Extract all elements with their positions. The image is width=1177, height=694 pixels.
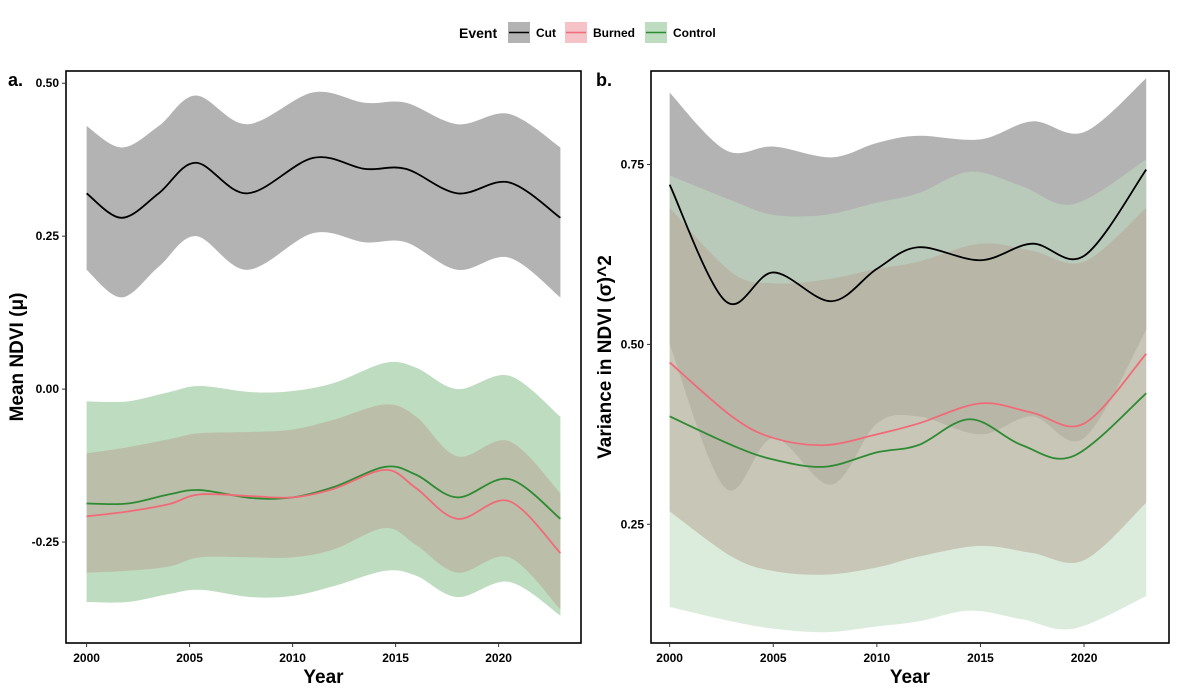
panel-b-variance-ndvi: b. 2000 2005 2010 2015 2020 0.75 0.50 0.25 Year V… [595, 70, 1170, 688]
mean-line-cut [86, 156, 561, 219]
x-tick-label: 2015 [382, 651, 409, 665]
legend: Event Cut Burned Control [459, 22, 716, 43]
panel-frame [65, 70, 582, 644]
y-tick-label: 0.75 [621, 158, 645, 172]
y-tick-label: 0.50 [36, 76, 60, 90]
panel-label-a: a. [8, 70, 23, 90]
mean-line-control [669, 392, 1147, 468]
legend-item-cut: Cut [508, 22, 556, 43]
x-tick-label: 2005 [176, 651, 203, 665]
x-tick-label: 2000 [73, 651, 100, 665]
mean-line-burned [86, 468, 562, 554]
x-tick-label: 2020 [1071, 651, 1098, 665]
y-tick-label: 0.25 [36, 229, 60, 243]
legend-label-cut: Cut [536, 26, 556, 40]
mean-line-burned [669, 353, 1147, 447]
x-tick-label: 2005 [760, 651, 787, 665]
legend-item-burned: Burned [565, 22, 635, 43]
y-tick-label: 0.00 [36, 382, 60, 396]
legend-label-control: Control [673, 26, 716, 40]
legend-item-control: Control [645, 22, 716, 43]
panel-frame [650, 70, 1170, 644]
legend-label-burned: Burned [593, 26, 635, 40]
legend-title: Event [459, 25, 497, 41]
x-tick-label: 2010 [279, 651, 306, 665]
x-axis-title: Year [303, 667, 344, 688]
panel-a-mean-ndvi: a. 2000 2005 2010 2015 2020 0.50 0.25 0.00 -0.25… [7, 70, 582, 688]
y-axis-title: Mean NDVI (μ) [7, 293, 28, 422]
y-tick-label: -0.25 [32, 535, 60, 549]
plot-area [86, 91, 562, 616]
x-tick-label: 2010 [863, 651, 890, 665]
y-tick-label: 0.50 [621, 337, 645, 351]
x-tick-label: 2000 [656, 651, 683, 665]
mean-line-cut [668, 169, 1147, 305]
y-axis-title: Variance in NDVI (σ)^2 [595, 255, 616, 459]
ribbon-burned [86, 404, 561, 610]
mean-line-control [86, 465, 561, 520]
panel-label-b: b. [596, 70, 612, 90]
ribbon-cut [86, 91, 561, 298]
plot-area [668, 78, 1147, 633]
x-tick-label: 2015 [967, 651, 994, 665]
x-axis-title: Year [890, 667, 931, 688]
x-tick-label: 2020 [485, 651, 512, 665]
ribbon-burned [669, 207, 1147, 575]
y-tick-label: 0.25 [621, 517, 645, 531]
